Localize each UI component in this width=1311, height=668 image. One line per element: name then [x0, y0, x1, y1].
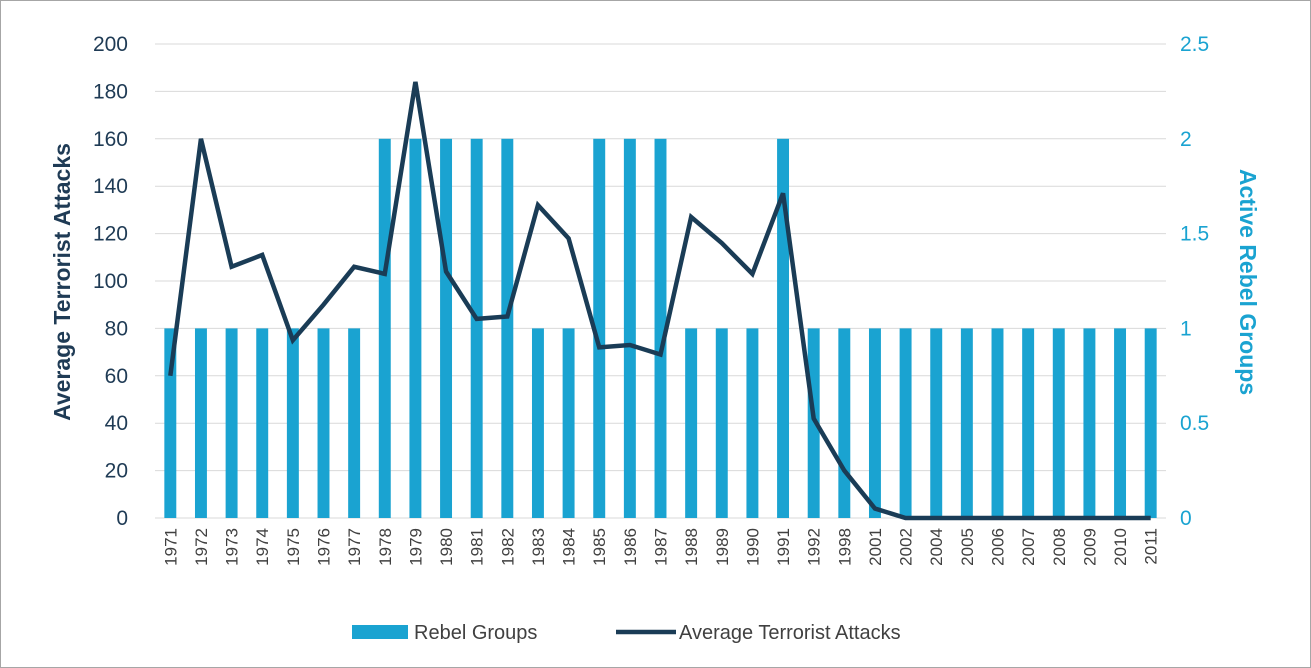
bar-rebel-groups-1979 [409, 138, 422, 519]
x-tick-label: 2006 [989, 528, 1008, 566]
bar-rebel-groups-2004 [930, 328, 943, 518]
bar-rebel-groups-1975 [286, 328, 299, 518]
bar-rebel-groups-2001 [868, 328, 881, 518]
bar-rebel-groups-1973 [225, 328, 238, 518]
bar-rebel-groups-2008 [1052, 328, 1065, 518]
x-tick-label: 1981 [468, 528, 487, 566]
bar-rebel-groups-2002 [899, 328, 912, 518]
bar-rebel-groups-1985 [593, 138, 606, 519]
left-tick-label: 200 [93, 33, 128, 56]
x-tick-label: 2010 [1111, 528, 1130, 566]
x-tick-label: 1978 [376, 528, 395, 566]
x-tick-label: 1986 [621, 528, 640, 566]
bar-rebel-groups-1984 [562, 328, 575, 518]
x-tick-label: 1980 [437, 528, 456, 566]
right-tick-label: 0 [1180, 507, 1192, 530]
legend-label-average-terrorist-attacks: Average Terrorist Attacks [679, 622, 901, 644]
bar-rebel-groups-1976 [317, 328, 330, 518]
bar-rebel-groups-1977 [348, 328, 361, 518]
right-tick-label: 1.5 [1180, 223, 1209, 246]
right-axis-title: Active Rebel Groups [1235, 169, 1261, 395]
x-tick-label: 2002 [897, 528, 916, 566]
left-tick-label: 180 [93, 80, 128, 103]
legend-label-rebel-groups: Rebel Groups [414, 622, 537, 644]
x-tick-label: 1998 [835, 528, 854, 566]
right-tick-label: 1 [1180, 317, 1192, 340]
rebel-groups-bars [164, 138, 1157, 519]
x-tick-label: 1982 [498, 528, 517, 566]
x-tick-label: 1972 [192, 528, 211, 566]
bar-rebel-groups-1988 [685, 328, 698, 518]
x-axis-ticks: 1971 1972 1973 1974 1975 1976 1977 1978 1979 1980… [161, 528, 1160, 566]
x-tick-label: 1971 [161, 528, 180, 566]
x-tick-label: 1983 [529, 528, 548, 566]
left-tick-label: 40 [105, 412, 128, 435]
bar-rebel-groups-1989 [715, 328, 728, 518]
x-tick-label: 1988 [682, 528, 701, 566]
x-tick-label: 2007 [1019, 528, 1038, 566]
bar-rebel-groups-2006 [991, 328, 1004, 518]
x-tick-label: 2004 [927, 528, 946, 566]
left-tick-label: 20 [105, 460, 128, 483]
x-tick-label: 1974 [253, 528, 272, 566]
right-tick-label: 0.5 [1180, 412, 1209, 435]
x-tick-label: 1989 [713, 528, 732, 566]
x-tick-label: 1990 [743, 528, 762, 566]
right-axis-ticks: 0 0.5 1 1.5 2 2.5 [1180, 33, 1209, 530]
x-tick-label: 1973 [223, 528, 242, 566]
bar-rebel-groups-2009 [1083, 328, 1096, 518]
right-tick-label: 2.5 [1180, 33, 1209, 56]
bar-rebel-groups-1998 [838, 328, 851, 518]
x-tick-label: 2005 [958, 528, 977, 566]
right-tick-label: 2 [1180, 128, 1192, 151]
x-tick-label: 1976 [315, 528, 334, 566]
bar-rebel-groups-1990 [746, 328, 759, 518]
left-axis-ticks: 0 20 40 60 80 100 120 140 160 180 200 [93, 33, 128, 530]
left-axis-title: Average Terrorist Attacks [49, 143, 75, 421]
x-tick-label: 1979 [406, 528, 425, 566]
x-tick-label: 1975 [284, 528, 303, 566]
left-tick-label: 100 [93, 270, 128, 293]
bar-rebel-groups-1986 [623, 138, 636, 519]
bar-rebel-groups-1981 [470, 138, 483, 519]
bar-rebel-groups-1972 [194, 328, 207, 518]
bar-rebel-groups-2011 [1144, 328, 1157, 518]
bar-rebel-groups-1974 [256, 328, 269, 518]
x-tick-label: 1991 [774, 528, 793, 566]
average-terrorist-attacks-line [168, 81, 1151, 521]
x-tick-label: 1984 [560, 528, 579, 566]
bar-rebel-groups-1983 [531, 328, 544, 518]
bar-rebel-groups-1978 [378, 138, 391, 519]
bar-rebel-groups-2010 [1114, 328, 1127, 518]
x-tick-label: 1987 [652, 528, 671, 566]
x-tick-label: 2008 [1050, 528, 1069, 566]
x-tick-label: 1992 [805, 528, 824, 566]
x-tick-label: 2011 [1142, 528, 1161, 565]
bar-rebel-groups-1992 [807, 328, 820, 518]
x-tick-label: 2001 [866, 528, 885, 566]
legend-swatch-rebel-groups [352, 625, 408, 639]
left-tick-label: 120 [93, 223, 128, 246]
bar-rebel-groups-2007 [1022, 328, 1035, 518]
left-tick-label: 60 [105, 365, 128, 388]
legend: Rebel Groups Average Terrorist Attacks [352, 622, 901, 644]
x-tick-label: 2009 [1080, 528, 1099, 566]
bar-rebel-groups-1991 [777, 138, 790, 519]
bar-rebel-groups-1982 [501, 138, 514, 519]
left-tick-label: 0 [116, 507, 128, 530]
left-tick-label: 80 [105, 317, 128, 340]
bar-rebel-groups-1987 [654, 138, 667, 519]
bar-rebel-groups-1980 [440, 138, 453, 519]
left-tick-label: 160 [93, 128, 128, 151]
bar-rebel-groups-1971 [164, 328, 177, 518]
left-tick-label: 140 [93, 175, 128, 198]
x-tick-label: 1985 [590, 528, 609, 566]
x-tick-label: 1977 [345, 528, 364, 566]
bar-rebel-groups-2005 [960, 328, 973, 518]
